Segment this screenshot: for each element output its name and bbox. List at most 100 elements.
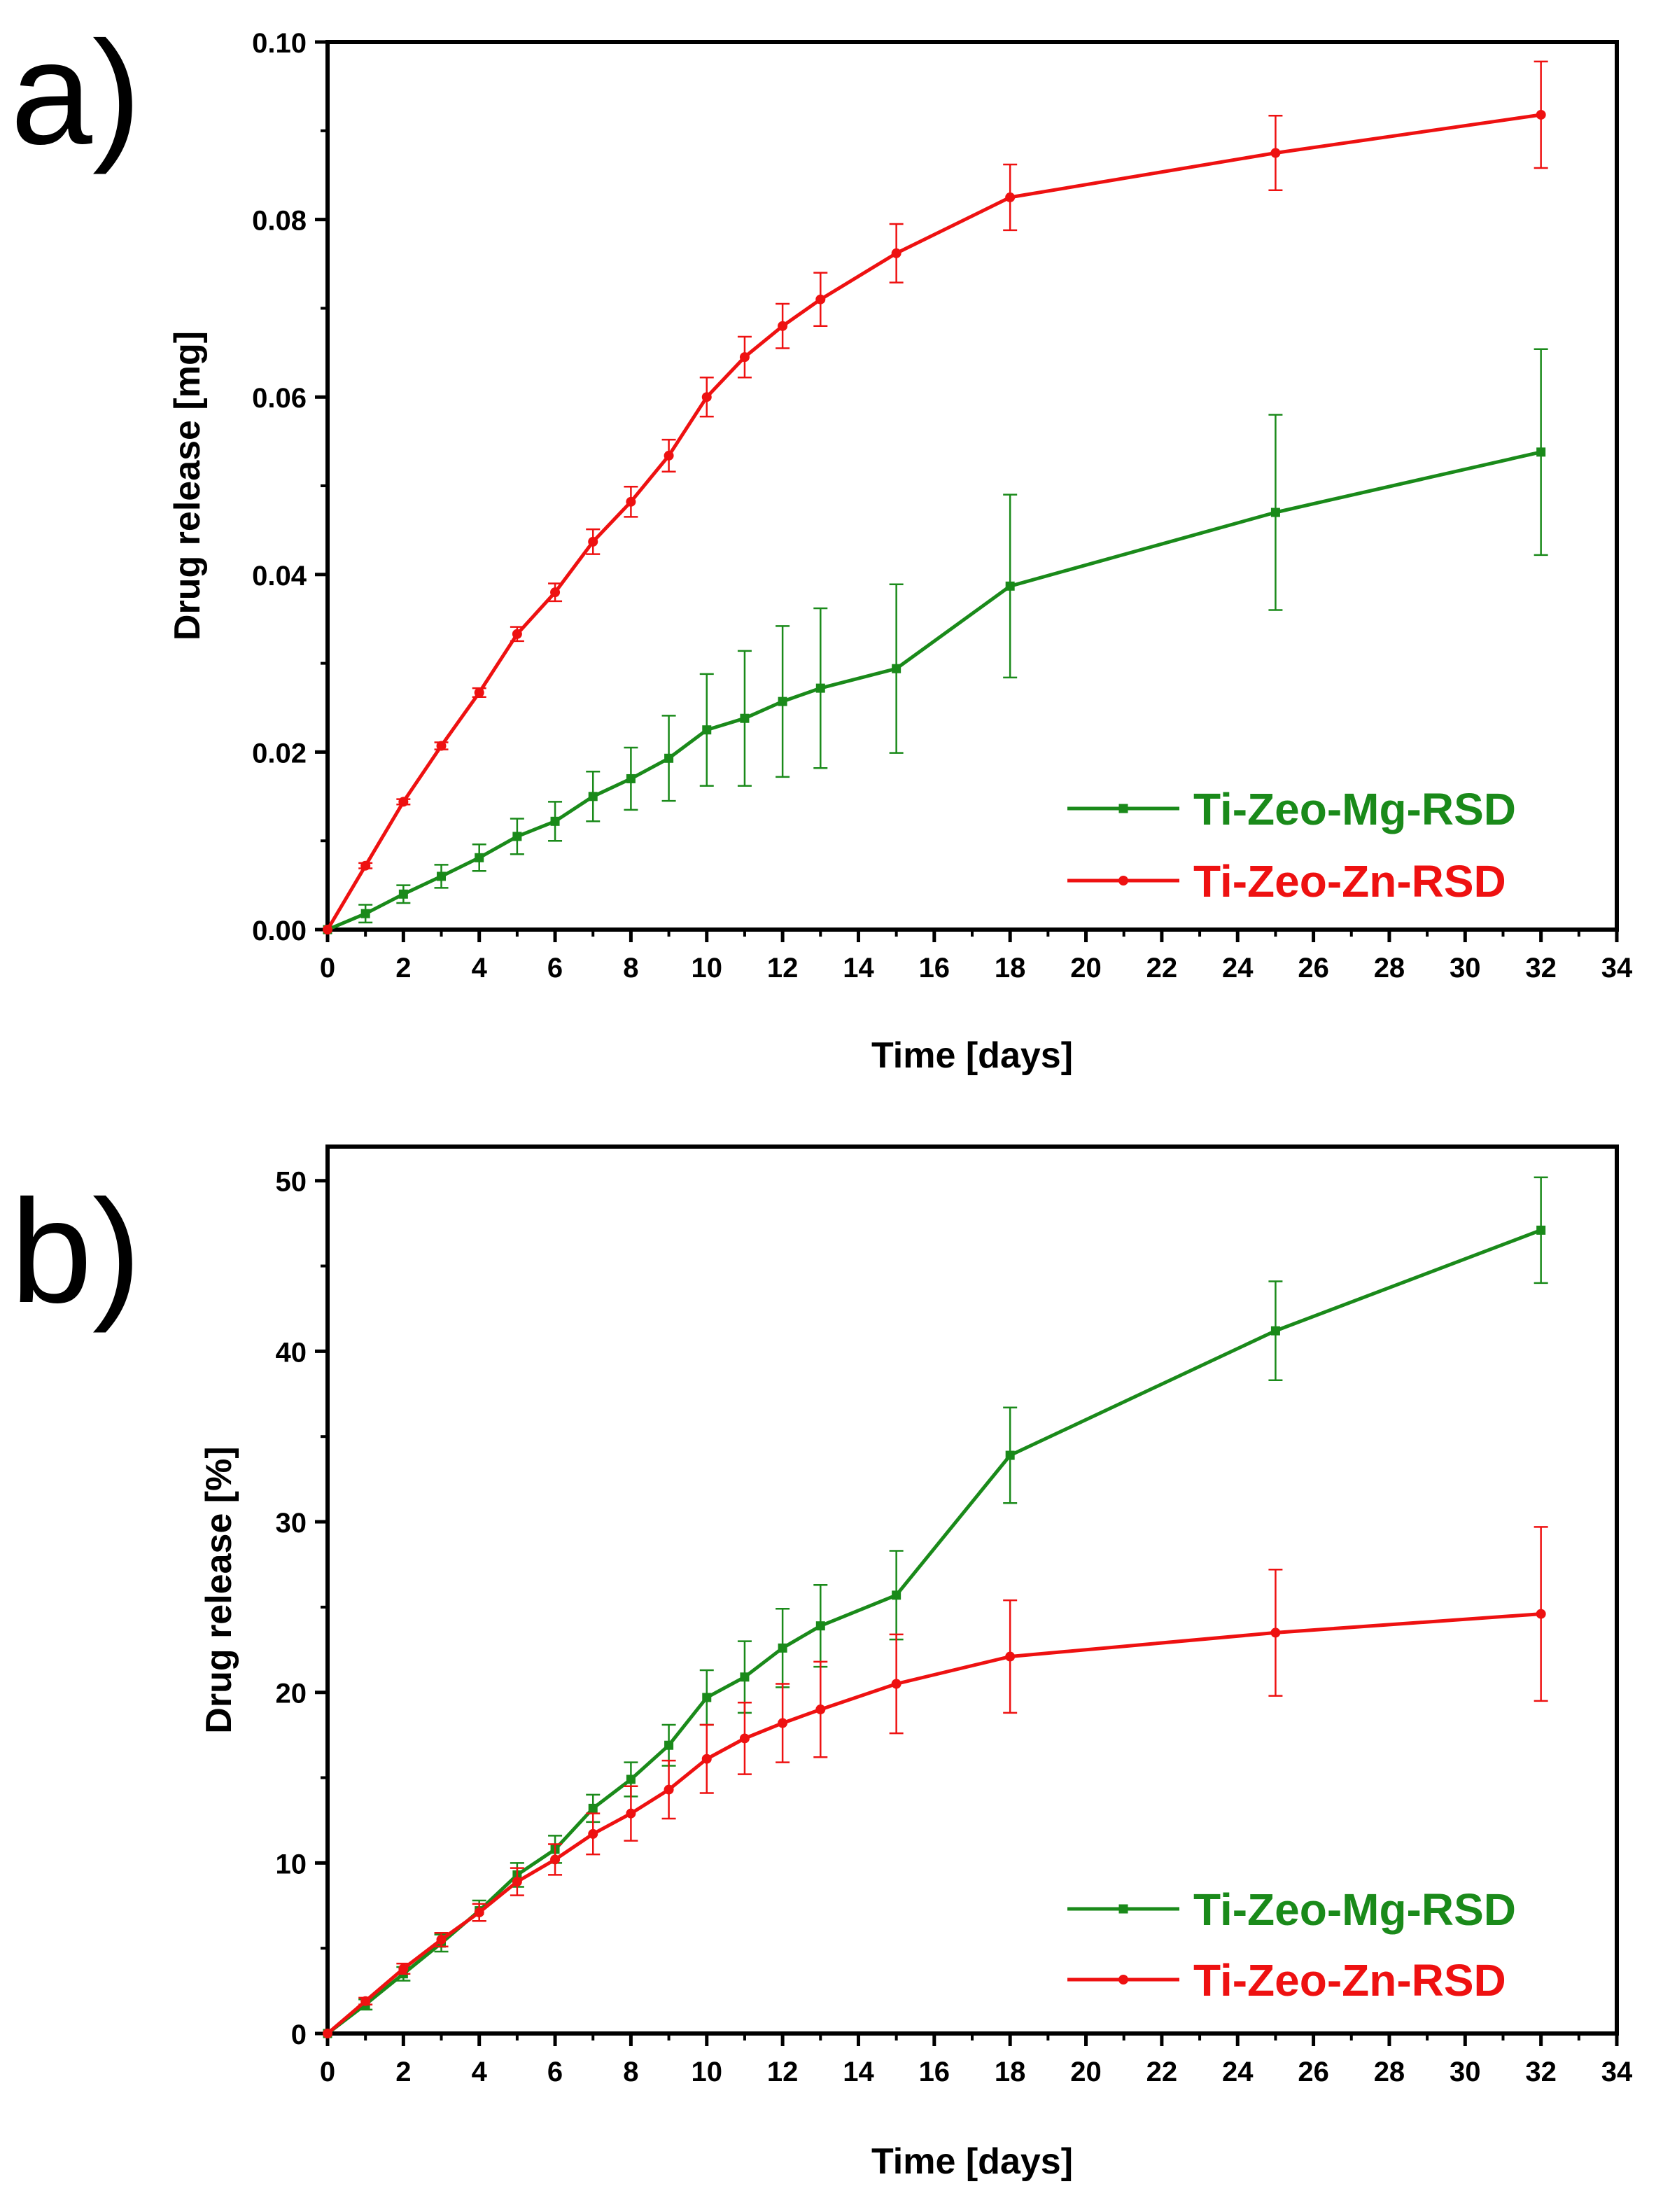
x-tick-label: 28 — [1374, 2057, 1405, 2087]
x-tick-label: 34 — [1601, 953, 1633, 983]
x-tick-label: 24 — [1222, 953, 1254, 983]
data-point — [1270, 507, 1280, 517]
x-tick-label: 16 — [919, 2057, 950, 2087]
legend-label: Ti-Zeo-Zn-RSD — [1193, 856, 1506, 906]
y-tick-label: 50 — [276, 1167, 307, 1198]
x-tick-label: 24 — [1222, 2057, 1254, 2087]
y-tick-label: 0.02 — [252, 738, 307, 769]
data-point — [891, 248, 901, 258]
legend-item-zn: Ti-Zeo-Zn-RSD — [1067, 856, 1506, 906]
data-point — [739, 1733, 750, 1744]
series-zn — [323, 1526, 1548, 2038]
data-point — [815, 1704, 826, 1715]
data-point — [626, 774, 636, 783]
data-point — [323, 925, 332, 934]
y-tick-label: 0.08 — [252, 206, 307, 237]
series-zn — [323, 60, 1548, 934]
series-mg — [323, 348, 1548, 934]
data-point — [778, 1643, 787, 1653]
data-point — [1536, 109, 1546, 120]
data-point — [702, 1693, 712, 1702]
data-point — [550, 816, 560, 826]
data-point — [512, 1877, 522, 1887]
data-point — [512, 832, 522, 841]
data-point — [475, 853, 484, 862]
x-tick-label: 22 — [1146, 2057, 1178, 2087]
legend-marker — [1118, 804, 1128, 813]
legend-item-mg: Ti-Zeo-Mg-RSD — [1067, 1884, 1516, 1935]
data-point — [815, 1621, 825, 1631]
x-tick-label: 2 — [395, 2057, 411, 2087]
data-point — [1536, 1609, 1546, 1619]
data-point — [1270, 148, 1281, 158]
data-point — [588, 1828, 598, 1839]
data-point — [1005, 1651, 1016, 1662]
y-tick-label: 0.10 — [252, 28, 307, 59]
x-tick-label: 4 — [472, 953, 488, 983]
data-point — [664, 450, 674, 461]
x-tick-label: 14 — [843, 2057, 874, 2087]
x-tick-label: 12 — [767, 2057, 799, 2087]
x-tick-label: 26 — [1298, 953, 1329, 983]
data-point — [323, 2029, 332, 2038]
data-point — [474, 687, 484, 698]
y-tick-label: 0 — [291, 2019, 307, 2050]
data-point — [892, 1590, 901, 1600]
x-tick-label: 26 — [1298, 2057, 1329, 2087]
y-tick-label: 0.06 — [252, 383, 307, 414]
legend-marker — [1118, 1975, 1128, 1984]
data-point — [360, 1996, 371, 2006]
series-line — [325, 113, 1541, 931]
x-tick-label: 14 — [843, 953, 874, 983]
x-tick-label: 10 — [692, 953, 723, 983]
data-point — [1005, 1450, 1015, 1460]
x-tick-label: 12 — [767, 953, 799, 983]
data-point — [739, 352, 750, 363]
data-point — [891, 1679, 901, 1689]
data-point — [436, 741, 447, 751]
y-tick-label: 40 — [276, 1337, 307, 1368]
x-tick-label: 32 — [1525, 2057, 1557, 2087]
x-tick-label: 32 — [1525, 953, 1557, 983]
y-axis-title: Drug release [%] — [199, 1446, 239, 1733]
x-tick-label: 30 — [1450, 2057, 1481, 2087]
data-point — [626, 1774, 636, 1784]
y-tick-label: 0.04 — [252, 561, 307, 592]
data-point — [437, 872, 447, 881]
x-tick-label: 8 — [623, 953, 638, 983]
x-tick-label: 0 — [320, 953, 335, 983]
legend-marker — [1118, 1904, 1128, 1914]
series-line — [326, 1612, 1541, 2035]
x-tick-label: 0 — [320, 2057, 335, 2087]
x-tick-label: 6 — [547, 2057, 563, 2087]
panel-a-chart: a) 0 2 4 6 8 10 12 14 16 18 20 22 24 26 28 30 32 340.000.… — [10, 10, 1633, 1076]
data-point — [436, 1934, 447, 1945]
y-tick-label: 30 — [276, 1508, 307, 1539]
data-point — [626, 1808, 636, 1819]
data-point — [1536, 1225, 1546, 1235]
y-tick-label: 20 — [276, 1679, 307, 1709]
data-point — [702, 725, 712, 735]
x-tick-label: 28 — [1374, 953, 1405, 983]
x-tick-label: 18 — [995, 953, 1026, 983]
x-tick-label: 34 — [1601, 2057, 1633, 2087]
data-point — [740, 713, 750, 723]
legend-marker — [1118, 876, 1128, 886]
panel-b-letter: b) — [10, 1169, 141, 1334]
data-point — [701, 392, 712, 402]
y-tick-label: 0.00 — [252, 916, 307, 946]
x-tick-label: 4 — [472, 2057, 488, 2087]
x-axis-title: Time [days] — [871, 1035, 1073, 1076]
x-tick-label: 16 — [919, 953, 950, 983]
data-point — [1270, 1326, 1280, 1336]
data-point — [892, 664, 901, 673]
x-tick-label: 30 — [1450, 953, 1481, 983]
data-point — [701, 1754, 712, 1764]
y-tick-label: 10 — [276, 1849, 307, 1879]
x-tick-label: 20 — [1070, 2057, 1102, 2087]
data-point — [550, 587, 561, 598]
series-line — [327, 450, 1542, 932]
data-point — [588, 792, 598, 802]
data-point — [550, 1854, 561, 1865]
x-tick-label: 20 — [1070, 953, 1102, 983]
